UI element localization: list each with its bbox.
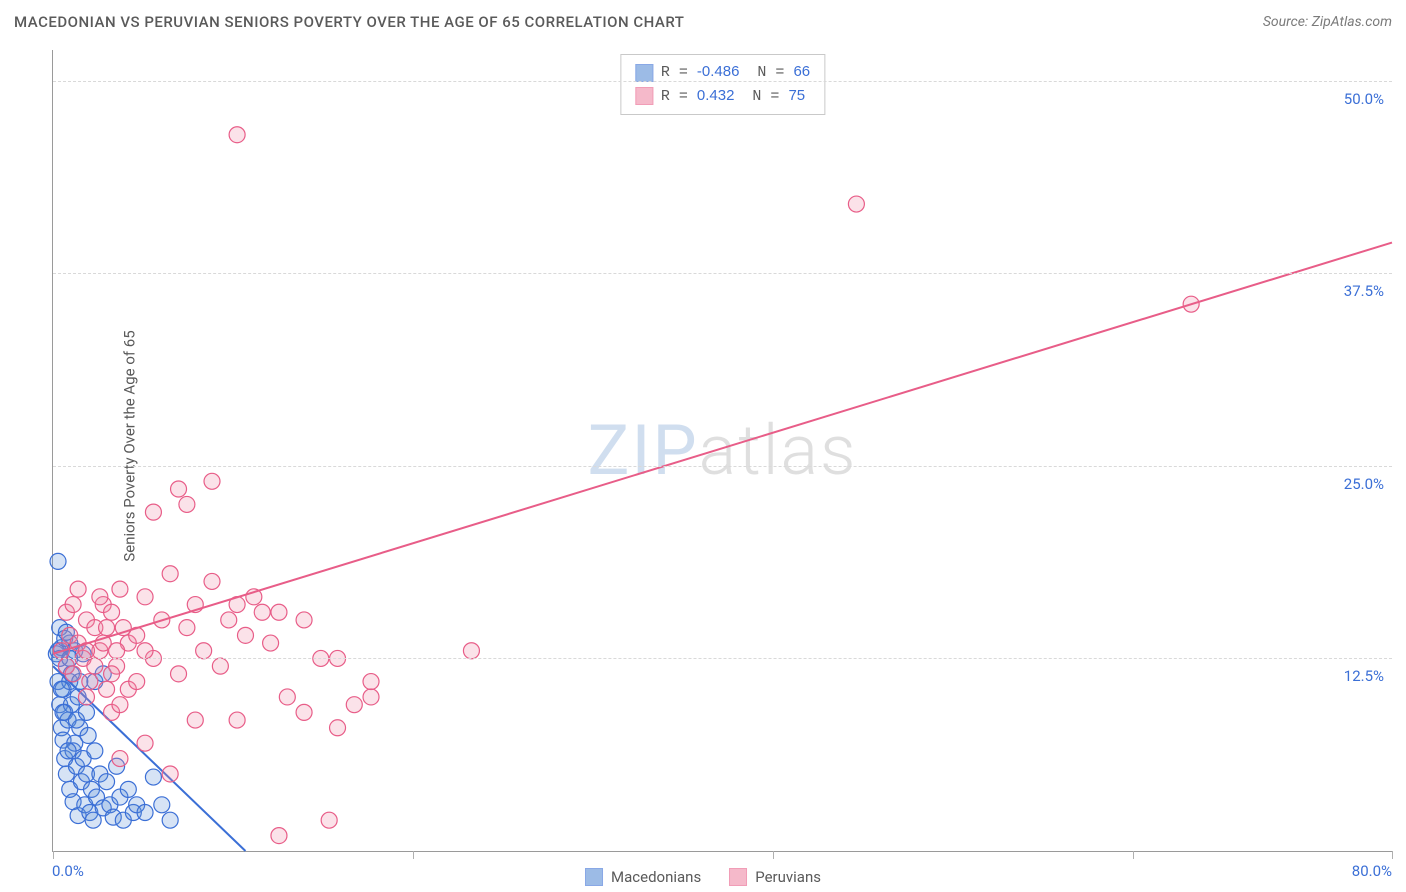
- scatter-svg: [53, 50, 1392, 851]
- data-point: [145, 769, 161, 785]
- plot-area: ZIPatlas R = -0.486 N = 66R = 0.432 N = …: [52, 50, 1392, 852]
- data-point: [196, 643, 212, 659]
- data-point: [112, 697, 128, 713]
- data-point: [65, 597, 81, 613]
- data-point: [179, 620, 195, 636]
- data-point: [229, 127, 245, 143]
- data-point: [137, 589, 153, 605]
- data-point: [137, 735, 153, 751]
- legend-label: Peruvians: [755, 868, 821, 886]
- trend-line: [53, 243, 1392, 654]
- data-point: [848, 196, 864, 212]
- data-point: [171, 481, 187, 497]
- x-tick: [773, 851, 774, 859]
- data-point: [263, 635, 279, 651]
- correlation-stat-box: R = -0.486 N = 66R = 0.432 N = 75: [620, 54, 825, 115]
- y-tick-label: 37.5%: [1344, 282, 1384, 300]
- data-point: [221, 612, 237, 628]
- data-point: [80, 727, 96, 743]
- data-point: [87, 743, 103, 759]
- data-point: [99, 774, 115, 790]
- data-point: [82, 674, 98, 690]
- x-tick: [1133, 851, 1134, 859]
- series-swatch: [635, 64, 653, 82]
- data-point: [162, 566, 178, 582]
- x-axis-max-label: 80.0%: [1352, 862, 1392, 880]
- legend-swatch: [585, 868, 603, 886]
- data-point: [154, 797, 170, 813]
- data-point: [70, 581, 86, 597]
- data-point: [109, 643, 125, 659]
- data-point: [296, 612, 312, 628]
- data-point: [363, 689, 379, 705]
- data-point: [137, 643, 153, 659]
- data-point: [346, 697, 362, 713]
- y-tick-label: 12.5%: [1344, 667, 1384, 685]
- chart-title: MACEDONIAN VS PERUVIAN SENIORS POVERTY O…: [14, 13, 684, 31]
- data-point: [204, 573, 220, 589]
- data-point: [145, 504, 161, 520]
- data-point: [212, 658, 228, 674]
- data-point: [254, 604, 270, 620]
- gridline: [53, 658, 1392, 659]
- data-point: [112, 581, 128, 597]
- data-point: [53, 681, 69, 697]
- legend-item: Peruvians: [729, 868, 821, 886]
- data-point: [363, 674, 379, 690]
- data-point: [229, 712, 245, 728]
- data-point: [179, 496, 195, 512]
- data-point: [65, 666, 81, 682]
- legend-swatch: [729, 868, 747, 886]
- data-point: [137, 804, 153, 820]
- x-axis-min-label: 0.0%: [52, 862, 84, 880]
- data-point: [279, 689, 295, 705]
- stat-text: R = 0.432 N = 75: [661, 85, 805, 109]
- x-tick: [53, 851, 54, 859]
- data-point: [162, 812, 178, 828]
- y-tick-label: 50.0%: [1344, 90, 1384, 108]
- stat-row: R = 0.432 N = 75: [635, 85, 810, 109]
- data-point: [99, 620, 115, 636]
- data-point: [330, 720, 346, 736]
- data-point: [271, 828, 287, 844]
- x-tick: [1392, 851, 1393, 859]
- gridline: [53, 466, 1392, 467]
- gridline: [53, 81, 1392, 82]
- data-point: [60, 743, 76, 759]
- bottom-legend: Macedonians Peruvians: [585, 868, 821, 886]
- data-point: [171, 666, 187, 682]
- data-point: [321, 812, 337, 828]
- legend-item: Macedonians: [585, 868, 701, 886]
- data-point: [104, 666, 120, 682]
- data-point: [112, 751, 128, 767]
- data-point: [92, 589, 108, 605]
- data-point: [78, 689, 94, 705]
- source-attribution: Source: ZipAtlas.com: [1263, 14, 1392, 30]
- data-point: [120, 781, 136, 797]
- x-tick: [413, 851, 414, 859]
- data-point: [271, 604, 287, 620]
- data-point: [237, 627, 253, 643]
- data-point: [129, 674, 145, 690]
- data-point: [187, 712, 203, 728]
- data-point: [104, 604, 120, 620]
- data-point: [463, 643, 479, 659]
- data-point: [99, 681, 115, 697]
- series-swatch: [635, 87, 653, 105]
- data-point: [78, 704, 94, 720]
- data-point: [50, 553, 66, 569]
- data-point: [204, 473, 220, 489]
- data-point: [296, 704, 312, 720]
- data-point: [162, 766, 178, 782]
- y-tick-label: 25.0%: [1344, 475, 1384, 493]
- legend-label: Macedonians: [611, 868, 701, 886]
- data-point: [87, 658, 103, 674]
- gridline: [53, 273, 1392, 274]
